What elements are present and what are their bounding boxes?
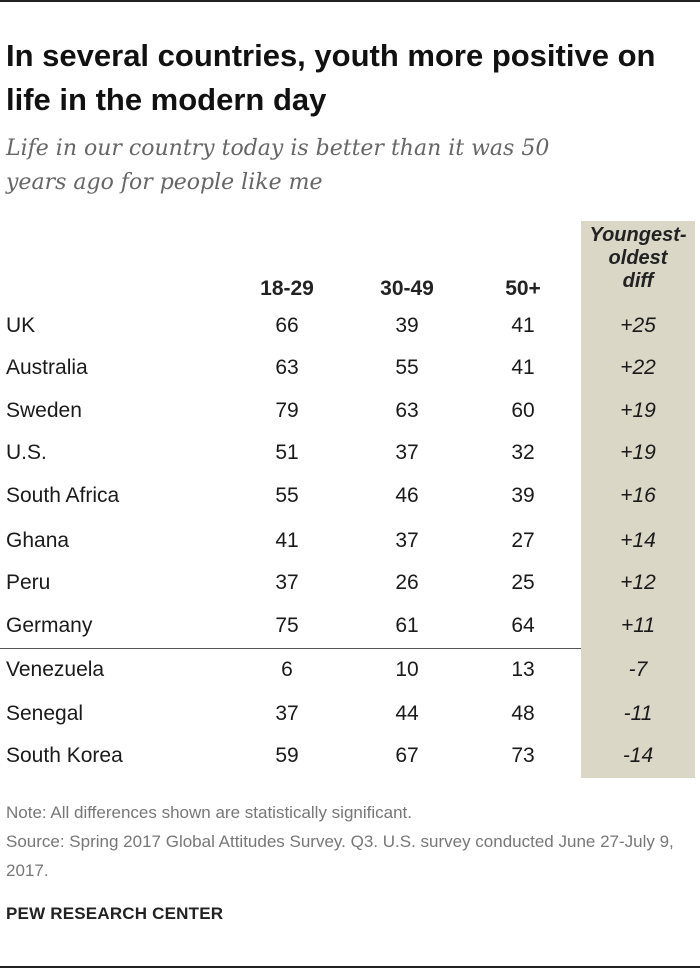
value-30-49-cell: 63 [395, 399, 419, 422]
table-row: UK 66 39 41 +25 [0, 305, 700, 347]
source-text: Source: Spring 2017 Global Attitudes Sur… [6, 832, 674, 880]
column-header-18-29: 18-29 [260, 277, 314, 300]
table-row: Peru 37 26 25 +12 [0, 562, 700, 604]
value-30-49-cell: 37 [395, 529, 419, 552]
top-rule [0, 0, 700, 2]
value-18-29-cell: 6 [281, 658, 293, 681]
table-row: Venezuela 6 10 13 -7 [0, 649, 700, 691]
value-18-29-cell: 37 [275, 571, 299, 594]
table-row: South Korea 59 67 73 -14 [0, 735, 700, 777]
value-18-29-cell: 75 [275, 614, 299, 637]
diff-header-line-3: diff [622, 270, 654, 292]
country-cell: Ghana [6, 529, 70, 552]
country-cell: Senegal [6, 702, 84, 725]
value-30-49-cell: 67 [395, 744, 419, 767]
diff-header-line-2: oldest [608, 247, 668, 269]
country-cell: UK [6, 314, 36, 337]
chart-title: In several countries, youth more positiv… [6, 38, 656, 117]
value-50-plus-cell: 41 [511, 314, 535, 337]
value-30-49-cell: 55 [395, 356, 419, 379]
value-30-49-cell: 37 [395, 441, 419, 464]
value-50-plus-cell: 32 [511, 441, 535, 464]
chart-notes: Note: All differences shown are statisti… [6, 798, 686, 885]
diff-value-cell: -7 [628, 658, 648, 681]
column-header-diff: Youngest- oldest diff [583, 224, 693, 293]
value-30-49-cell: 44 [395, 702, 419, 725]
bottom-rule [0, 966, 700, 968]
country-cell: U.S. [6, 441, 47, 464]
value-18-29-cell: 79 [275, 399, 299, 422]
value-18-29-cell: 51 [275, 441, 299, 464]
diff-header-line-1: Youngest- [589, 224, 687, 246]
diff-value-cell: -14 [622, 744, 654, 767]
value-18-29-cell: 63 [275, 356, 299, 379]
chart-subtitle: Life in our country today is better than… [6, 136, 550, 195]
brand-logo-text: PEW RESEARCH CENTER [6, 904, 224, 923]
diff-value-cell: +25 [620, 314, 656, 337]
diff-value-cell: +19 [620, 441, 656, 464]
value-50-plus-cell: 48 [511, 702, 535, 725]
diff-value-cell: +16 [620, 484, 656, 507]
diff-value-cell: +14 [620, 529, 656, 552]
value-30-49-cell: 46 [395, 484, 419, 507]
value-50-plus-cell: 41 [511, 356, 535, 379]
table-row: Germany 75 61 64 +11 [0, 605, 700, 647]
value-18-29-cell: 59 [275, 744, 299, 767]
country-cell: Peru [6, 571, 51, 594]
column-header-30-49: 30-49 [380, 277, 434, 300]
country-cell: Germany [6, 614, 93, 637]
diff-value-cell: +22 [620, 356, 656, 379]
value-30-49-cell: 10 [395, 658, 419, 681]
table-row: South Africa 55 46 39 +16 [0, 475, 700, 517]
value-50-plus-cell: 64 [511, 614, 535, 637]
country-cell: South Africa [6, 484, 120, 507]
country-cell: Australia [6, 356, 88, 379]
country-cell: Sweden [6, 399, 82, 422]
row-divider [0, 648, 581, 649]
value-18-29-cell: 66 [275, 314, 299, 337]
value-18-29-cell: 41 [275, 529, 299, 552]
value-30-49-cell: 61 [395, 614, 419, 637]
diff-value-cell: +11 [620, 614, 656, 637]
column-header-50-plus: 50+ [505, 277, 541, 300]
table-row: Australia 63 55 41 +22 [0, 347, 700, 389]
table-row: Sweden 79 63 60 +19 [0, 390, 700, 432]
value-18-29-cell: 37 [275, 702, 299, 725]
diff-column-background [581, 221, 695, 778]
note-text: Note: All differences shown are statisti… [6, 803, 412, 822]
value-18-29-cell: 55 [275, 484, 299, 507]
diff-value-cell: -11 [623, 702, 653, 725]
country-cell: South Korea [6, 744, 123, 767]
value-50-plus-cell: 60 [511, 399, 535, 422]
table-row: Senegal 37 44 48 -11 [0, 693, 700, 735]
value-30-49-cell: 39 [395, 314, 419, 337]
table-row: Ghana 41 37 27 +14 [0, 520, 700, 562]
value-50-plus-cell: 25 [511, 571, 535, 594]
value-50-plus-cell: 13 [511, 658, 535, 681]
value-50-plus-cell: 27 [511, 529, 535, 552]
country-cell: Venezuela [6, 658, 105, 681]
diff-value-cell: +19 [620, 399, 656, 422]
value-50-plus-cell: 39 [511, 484, 535, 507]
value-30-49-cell: 26 [395, 571, 419, 594]
diff-value-cell: +12 [620, 571, 656, 594]
table-row: U.S. 51 37 32 +19 [0, 432, 700, 474]
value-50-plus-cell: 73 [511, 744, 535, 767]
